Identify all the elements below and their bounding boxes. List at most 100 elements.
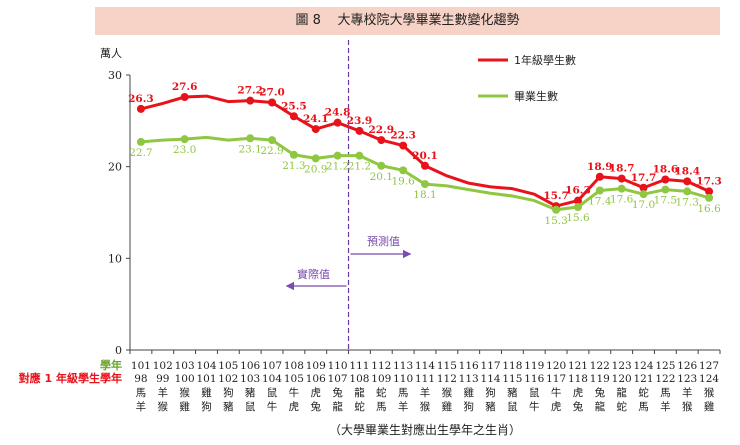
x-tick-label-school-year: 104	[196, 360, 216, 372]
figure-number: 圖 8	[295, 13, 321, 28]
data-label: 22.3	[390, 130, 416, 142]
data-label: 20.1	[412, 150, 438, 162]
data-point	[333, 151, 342, 160]
x-tick-label-birth-year: 107	[328, 373, 348, 385]
data-label: 27.2	[237, 85, 263, 97]
data-label: 22.9	[260, 145, 283, 157]
data-point	[377, 136, 386, 145]
x-tick-label-zodiac-2: 羊	[136, 400, 147, 413]
data-label: 18.6	[653, 164, 679, 176]
x-tick-label-school-year: 112	[371, 360, 391, 372]
row-label-school-year: 學年	[100, 358, 122, 372]
x-tick-label-birth-year: 102	[218, 373, 238, 385]
actual-label: 實際值	[297, 267, 330, 281]
x-tick-label-zodiac-2: 龍	[332, 400, 343, 413]
data-label: 17.7	[631, 172, 657, 184]
data-label: 19.6	[391, 175, 415, 187]
data-point	[552, 205, 561, 214]
x-tick-label-zodiac-2: 兔	[573, 400, 584, 413]
x-tick-label-school-year: 116	[459, 360, 479, 372]
x-tick-label-zodiac-2: 豬	[485, 400, 496, 413]
x-tick-label-zodiac-2: 狗	[463, 400, 474, 413]
x-tick-label-zodiac-2: 龍	[595, 400, 606, 413]
data-label: 22.7	[129, 147, 152, 159]
data-point	[399, 141, 408, 150]
x-tick-label-school-year: 102	[153, 360, 173, 372]
figure-title: 大專校院大學畢業生數變化趨勢	[337, 13, 520, 28]
data-label: 24.1	[303, 113, 329, 125]
data-point	[683, 177, 692, 186]
x-tick-label-zodiac-1: 龍	[616, 386, 627, 399]
x-tick-label-birth-year: 118	[568, 373, 588, 385]
data-point	[661, 175, 670, 184]
data-point	[399, 166, 408, 175]
x-tick-label-zodiac-1: 猴	[442, 386, 453, 399]
x-tick-label-zodiac-2: 兔	[310, 400, 321, 413]
x-tick-label-zodiac-1: 蛇	[638, 386, 649, 399]
x-tick-label-zodiac-1: 猴	[704, 386, 715, 399]
x-tick-label-school-year: 113	[393, 360, 413, 372]
x-tick-label-birth-year: 101	[196, 373, 216, 385]
x-tick-label-school-year: 108	[284, 360, 304, 372]
data-point	[333, 118, 342, 127]
data-label: 18.7	[609, 163, 635, 175]
x-tick-label-zodiac-1: 牛	[551, 386, 562, 399]
x-tick-label-school-year: 114	[415, 360, 435, 372]
x-tick-label-zodiac-2: 牛	[529, 400, 540, 413]
chart-title: 圖 8 大專校院大學畢業生數變化趨勢	[95, 7, 720, 35]
x-tick-label-birth-year: 117	[546, 373, 566, 385]
x-tick-label-zodiac-1: 兔	[595, 386, 606, 399]
x-tick-label-zodiac-2: 雞	[179, 400, 190, 413]
data-label: 23.0	[173, 144, 196, 156]
x-tick-label-birth-year: 115	[502, 373, 522, 385]
x-tick-label-school-year: 103	[175, 360, 195, 372]
data-label: 17.3	[676, 196, 699, 208]
data-point	[421, 161, 429, 170]
x-tick-label-school-year: 122	[590, 360, 610, 372]
data-point	[180, 93, 189, 101]
data-point	[355, 126, 364, 135]
data-point	[311, 125, 320, 134]
data-point	[573, 203, 582, 211]
x-tick-label-school-year: 117	[481, 360, 501, 372]
x-tick-label-school-year: 125	[655, 360, 675, 372]
x-tick-label-zodiac-2: 羊	[660, 400, 671, 413]
x-tick-label-school-year: 107	[262, 360, 282, 372]
data-label: 18.9	[587, 161, 613, 173]
x-tick-label-school-year: 123	[612, 360, 632, 372]
data-label: 24.8	[325, 107, 351, 119]
x-tick-label-birth-year: 116	[524, 373, 544, 385]
data-label: 25.5	[281, 100, 307, 112]
x-tick-label-school-year: 110	[328, 360, 348, 372]
x-tick-label-school-year: 127	[699, 360, 719, 372]
data-label: 23.9	[347, 115, 373, 127]
x-tick-label-zodiac-2: 猴	[158, 400, 169, 413]
x-tick-label-zodiac-1: 牛	[289, 386, 300, 399]
data-label: 27.0	[259, 87, 285, 99]
x-tick-label-school-year: 106	[240, 360, 260, 372]
x-tick-label-zodiac-1: 馬	[398, 387, 409, 399]
x-tick-label-zodiac-2: 猴	[682, 400, 693, 413]
x-tick-label-birth-year: 119	[590, 373, 610, 385]
data-label: 15.7	[543, 190, 569, 202]
x-tick-label-zodiac-2: 馬	[376, 401, 387, 413]
data-label: 18.4	[674, 165, 700, 177]
x-tick-label-birth-year: 124	[699, 373, 719, 385]
x-tick-label-school-year: 115	[437, 360, 457, 372]
data-point	[617, 184, 626, 193]
data-label: 21.3	[282, 160, 305, 172]
data-label: 17.5	[654, 195, 677, 207]
data-point	[136, 137, 145, 146]
y-tick-label: 10	[108, 252, 122, 265]
x-tick-label-school-year: 126	[677, 360, 697, 372]
x-tick-label-school-year: 109	[306, 360, 326, 372]
data-label: 20.9	[304, 163, 327, 175]
x-tick-label-zodiac-1: 雞	[463, 386, 474, 399]
data-label: 15.3	[544, 215, 567, 227]
data-label: 26.3	[128, 93, 154, 105]
x-tick-label-zodiac-1: 狗	[485, 386, 496, 399]
x-tick-label-school-year: 118	[502, 360, 522, 372]
title-banner: 圖 8 大專校院大學畢業生數變化趨勢	[95, 7, 720, 35]
y-tick-label: 0	[115, 344, 122, 357]
